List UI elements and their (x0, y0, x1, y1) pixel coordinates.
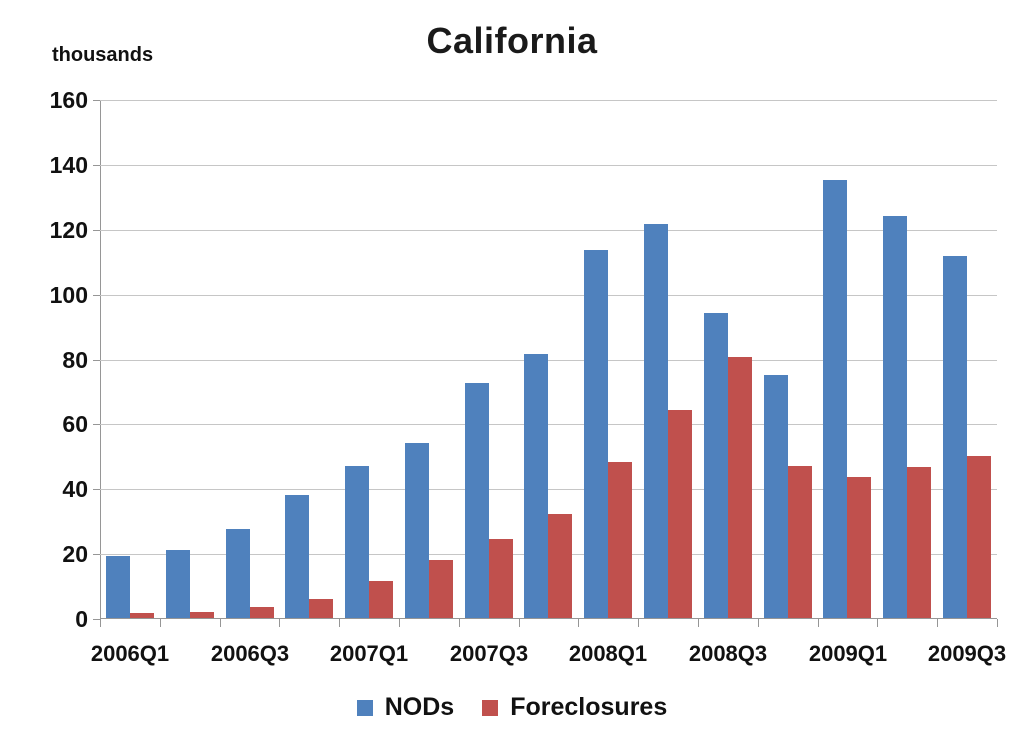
y-axis-line (100, 100, 101, 619)
y-tick-0 (93, 619, 100, 620)
bar-foreclosures-2007Q4 (548, 514, 572, 618)
x-tick (578, 619, 579, 627)
y-tick-140 (93, 165, 100, 166)
gridline-100 (100, 295, 997, 296)
bar-nods-2008Q4 (764, 375, 788, 618)
y-tick-120 (93, 230, 100, 231)
x-tick (758, 619, 759, 627)
x-tick (698, 619, 699, 627)
plot-area (93, 100, 998, 627)
x-axis-line (100, 618, 997, 619)
legend-swatch-foreclosures (482, 699, 499, 716)
legend-label-foreclosures: Foreclosures (510, 693, 668, 721)
bar-foreclosures-2007Q1 (369, 581, 393, 618)
x-tick (818, 619, 819, 627)
x-axis-label-2006Q1: 2006Q1 (90, 641, 170, 666)
bar-nods-2006Q4 (285, 495, 309, 618)
bar-nods-2007Q1 (345, 466, 369, 618)
gridline-40 (100, 489, 997, 490)
bar-foreclosures-2009Q2 (907, 467, 931, 618)
bar-nods-2006Q1 (106, 556, 130, 618)
bar-nods-2009Q1 (823, 180, 847, 618)
y-axis-label-20: 20 (62, 541, 88, 567)
x-axis-label-2008Q1: 2008Q1 (568, 641, 648, 666)
x-axis-label-2009Q1: 2009Q1 (808, 641, 888, 666)
bar-nods-2008Q2 (644, 224, 668, 618)
bar-foreclosures-2008Q3 (728, 357, 752, 618)
y-axis-label-0: 0 (75, 606, 88, 632)
y-tick-80 (93, 360, 100, 361)
y-axis-label-40: 40 (62, 476, 88, 502)
legend: NODs Foreclosures (0, 693, 1024, 722)
bar-foreclosures-2006Q2 (190, 612, 214, 618)
x-tick (160, 619, 161, 627)
x-tick (638, 619, 639, 627)
bar-foreclosures-2009Q3 (967, 456, 991, 618)
x-tick (459, 619, 460, 627)
bar-foreclosures-2009Q1 (847, 477, 871, 618)
bar-nods-2008Q1 (584, 250, 608, 618)
bar-nods-2007Q4 (524, 354, 548, 618)
bar-nods-2007Q3 (465, 383, 489, 618)
x-axis-label-2007Q1: 2007Q1 (329, 641, 409, 666)
bar-nods-2009Q3 (943, 256, 967, 618)
y-axis-label-120: 120 (49, 217, 88, 243)
gridline-140 (100, 165, 997, 166)
bar-foreclosures-2006Q3 (250, 607, 274, 618)
gridline-120 (100, 230, 997, 231)
x-tick (399, 619, 400, 627)
y-axis-label-140: 140 (49, 152, 88, 178)
bar-foreclosures-2008Q2 (668, 410, 692, 618)
bar-nods-2006Q3 (226, 529, 250, 618)
x-tick (100, 619, 101, 627)
y-axis-label-100: 100 (49, 282, 88, 308)
legend-label-nods: NODs (384, 693, 455, 721)
bar-nods-2008Q3 (704, 313, 728, 618)
x-tick (339, 619, 340, 627)
y-axis-label-160: 160 (49, 87, 88, 113)
gridline-160 (100, 100, 997, 101)
x-tick (279, 619, 280, 627)
x-axis-label-2008Q3: 2008Q3 (688, 641, 768, 666)
x-tick (997, 619, 998, 627)
y-axis-label-80: 80 (62, 347, 88, 373)
y-tick-60 (93, 424, 100, 425)
bar-nods-2009Q2 (883, 216, 907, 618)
gridline-80 (100, 360, 997, 361)
y-tick-40 (93, 489, 100, 490)
bar-foreclosures-2007Q3 (489, 539, 513, 618)
gridline-60 (100, 424, 997, 425)
bar-foreclosures-2006Q1 (130, 613, 154, 618)
x-tick (220, 619, 221, 627)
legend-item-nods: NODs (356, 693, 455, 722)
y-tick-160 (93, 100, 100, 101)
bar-foreclosures-2008Q1 (608, 462, 632, 618)
bar-nods-2006Q2 (166, 550, 190, 618)
bar-foreclosures-2008Q4 (788, 466, 812, 618)
legend-swatch-nods (356, 699, 373, 716)
y-axis-unit-label: thousands (52, 44, 154, 66)
x-axis-label-2006Q3: 2006Q3 (210, 641, 290, 666)
x-tick (877, 619, 878, 627)
chart-title: California (426, 20, 598, 61)
x-tick (519, 619, 520, 627)
x-tick (937, 619, 938, 627)
y-tick-20 (93, 554, 100, 555)
y-tick-100 (93, 295, 100, 296)
y-axis-label-60: 60 (62, 411, 88, 437)
x-axis-label-2007Q3: 2007Q3 (449, 641, 529, 666)
bar-nods-2007Q2 (405, 443, 429, 618)
x-axis-label-2009Q3: 2009Q3 (927, 641, 1007, 666)
bar-foreclosures-2007Q2 (429, 560, 453, 618)
legend-item-foreclosures: Foreclosures (482, 693, 667, 722)
bar-foreclosures-2006Q4 (309, 599, 333, 618)
